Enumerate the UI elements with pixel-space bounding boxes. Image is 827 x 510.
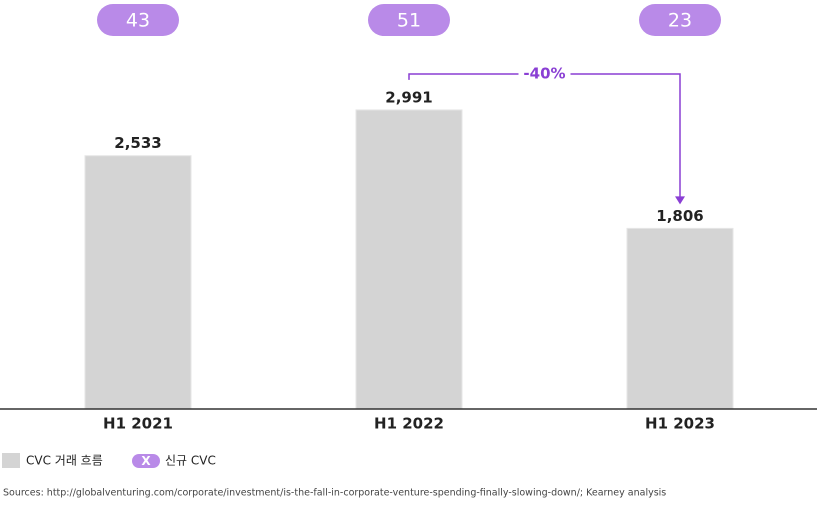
value-label: 2,991 [385,88,432,106]
x-tick-label: H1 2023 [645,415,715,433]
count-pill [97,4,179,36]
count-pill [368,4,450,36]
legend-marker-label: X [141,454,151,468]
x-tick-label: H1 2022 [374,415,444,433]
value-label: 2,533 [114,134,161,152]
x-tick-label: H1 2021 [103,415,173,433]
annotation-arrow [675,196,685,205]
legend-swatch [2,453,20,468]
count-label: 43 [126,10,150,32]
legend-label: CVC 거래 흐름 [26,454,103,468]
value-label: 1,806 [656,207,703,225]
annotation: -40% [523,65,565,83]
legend-label: 신규 CVC [165,454,216,468]
annotation-bg [518,64,571,84]
bar [355,109,463,410]
source: Sources: http://globalventuring.com/corp… [3,488,666,499]
count-label: 51 [397,10,421,32]
count-label: 23 [668,10,692,32]
bar [626,227,734,410]
bar [84,155,192,410]
legend-swatch [132,454,160,468]
count-pill [639,4,721,36]
